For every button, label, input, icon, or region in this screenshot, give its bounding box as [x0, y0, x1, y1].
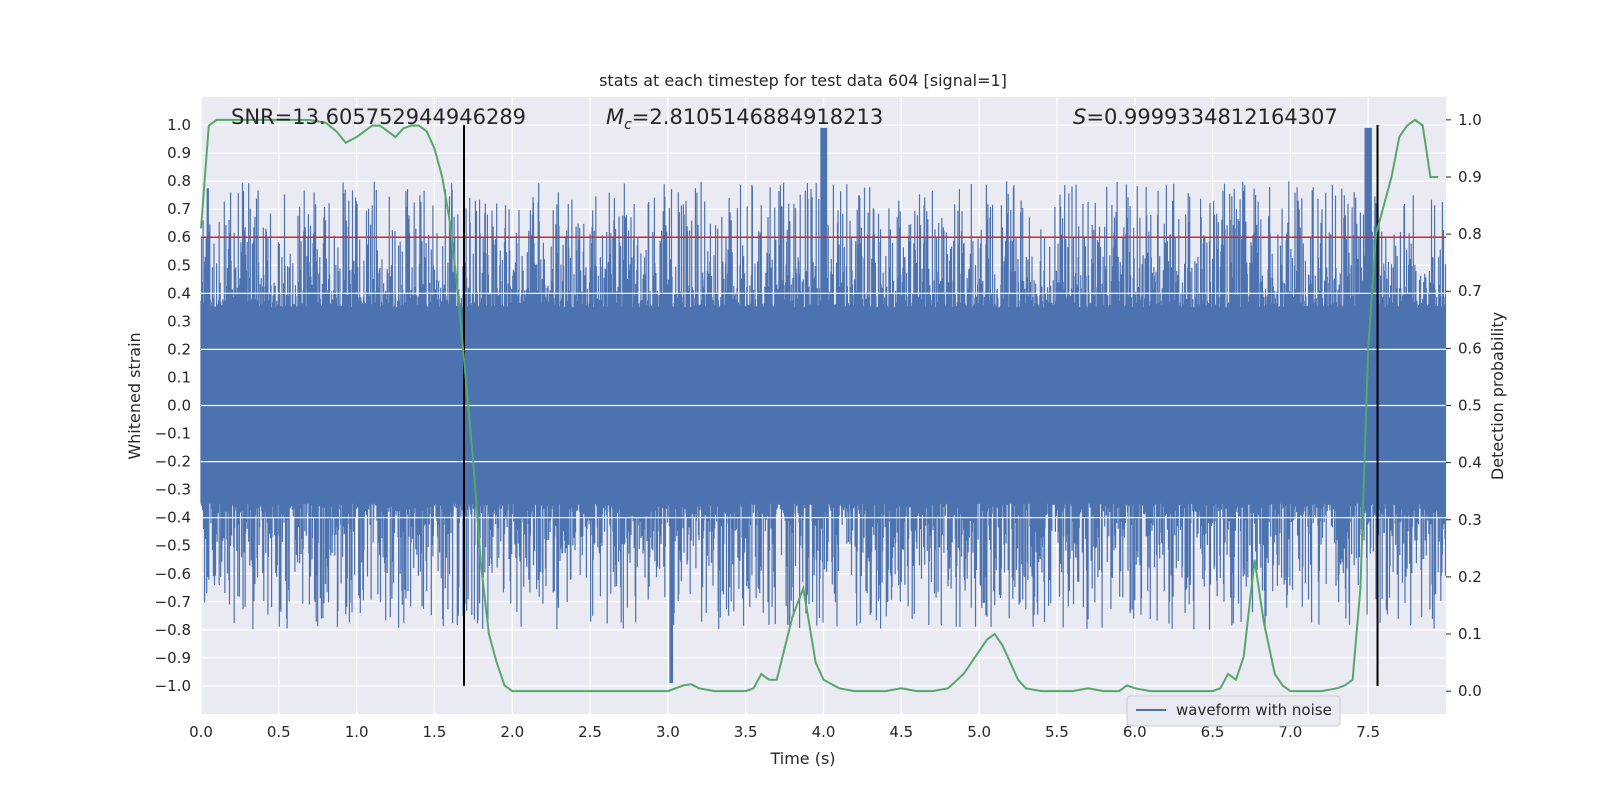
y-tick-label: −0.6 — [155, 565, 191, 583]
y-tick-label: −0.1 — [155, 425, 191, 443]
y2-tick-label: 0.1 — [1458, 625, 1482, 643]
y-tick-label: −1.0 — [155, 677, 191, 695]
y2-tick-label: 0.3 — [1458, 511, 1482, 529]
x-tick-label: 3.5 — [734, 723, 758, 741]
x-tick-label: 7.0 — [1278, 723, 1302, 741]
x-tick-label: 7.5 — [1356, 723, 1380, 741]
y2-tick-label: 0.4 — [1458, 454, 1482, 472]
mc-subscript: c — [624, 117, 632, 133]
y-tick-label: 0.2 — [167, 340, 191, 358]
y2-tick-label: 0.6 — [1458, 339, 1482, 357]
x-tick-label: 0.5 — [267, 723, 291, 741]
y2-axis-label: Detection probability — [1488, 312, 1507, 480]
waveform-series — [200, 127, 1447, 684]
y-tick-label: −0.2 — [155, 453, 191, 471]
y-tick-label: 0.0 — [167, 397, 191, 415]
s-symbol: S — [1073, 105, 1086, 129]
y-tick-label: −0.3 — [155, 481, 191, 499]
x-tick-label: 2.5 — [578, 723, 602, 741]
y-tick-label: 0.9 — [167, 144, 191, 162]
s-annotation: S=0.9999334812164307 — [1073, 105, 1338, 129]
probability-series — [200, 118, 1439, 693]
mc-symbol: M — [606, 105, 624, 129]
y-tick-label: 0.6 — [167, 228, 191, 246]
y2-tick-label: 0.7 — [1458, 282, 1482, 300]
snr-annotation: SNR=13.605752944946289 — [231, 105, 526, 129]
legend-label: waveform with noise — [1176, 701, 1332, 719]
y2-axis-ticks: 1.0 0.9 0.8 0.7 0.6 0.5 0.4 0.3 0.2 0.1 0.0 — [1446, 111, 1482, 700]
y-axis-label: Whitened strain — [125, 332, 144, 459]
y2-tick-label: 0.0 — [1458, 682, 1482, 700]
x-tick-label: 0.0 — [189, 723, 213, 741]
chart-title: stats at each timestep for test data 604… — [599, 71, 1007, 90]
x-tick-label: 5.5 — [1045, 723, 1069, 741]
x-tick-label: 1.0 — [345, 723, 369, 741]
y2-tick-label: 0.2 — [1458, 568, 1482, 586]
y2-tick-label: 1.0 — [1458, 111, 1482, 129]
x-tick-label: 6.0 — [1123, 723, 1147, 741]
y-tick-label: −0.9 — [155, 649, 191, 667]
y-tick-label: 1.0 — [167, 116, 191, 134]
y-tick-label: 0.8 — [167, 172, 191, 190]
x-axis-ticks: 0.0 0.5 1.0 1.5 2.0 2.5 3.0 3.5 4.0 4.5 5.0 5.5 6.0 6… — [189, 723, 1380, 741]
y-tick-label: −0.4 — [155, 509, 191, 527]
y2-tick-label: 0.9 — [1458, 168, 1482, 186]
y-tick-label: −0.5 — [155, 537, 191, 555]
x-tick-label: 6.5 — [1201, 723, 1225, 741]
y-tick-label: 0.1 — [167, 368, 191, 386]
y-tick-label: 0.3 — [167, 312, 191, 330]
x-tick-label: 1.5 — [423, 723, 447, 741]
x-tick-label: 2.0 — [500, 723, 524, 741]
legend-box — [1126, 695, 1341, 727]
x-tick-label: 5.0 — [967, 723, 991, 741]
mc-annotation: Mc=2.8105146884918213 — [606, 105, 883, 133]
vertical-markers — [463, 125, 1379, 686]
mc-value: =2.8105146884918213 — [632, 105, 883, 129]
y-tick-label: 0.5 — [167, 256, 191, 274]
y2-tick-label: 0.5 — [1458, 397, 1482, 415]
y-axis-ticks: 1.0 0.9 0.8 0.7 0.6 0.5 0.4 0.3 0.2 0.1 0.0 −0.1 −0.… — [155, 116, 191, 695]
s-value: =0.9999334812164307 — [1086, 105, 1337, 129]
legend: waveform with noise — [1126, 695, 1341, 727]
y2-tick-label: 0.8 — [1458, 225, 1482, 243]
x-tick-label: 4.5 — [889, 723, 913, 741]
y-tick-label: −0.8 — [155, 621, 191, 639]
x-tick-label: 4.0 — [812, 723, 836, 741]
y-tick-label: −0.7 — [155, 593, 191, 611]
y-tick-label: 0.7 — [167, 200, 191, 218]
x-axis-label: Time (s) — [769, 749, 835, 768]
y-tick-label: 0.4 — [167, 284, 191, 302]
x-tick-label: 3.0 — [656, 723, 680, 741]
